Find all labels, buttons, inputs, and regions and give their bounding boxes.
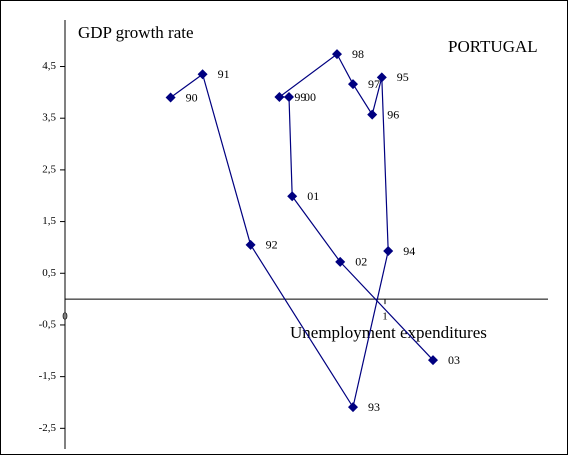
point-label: 93 xyxy=(368,400,380,414)
point-label: 00 xyxy=(304,90,316,104)
data-point xyxy=(383,246,394,257)
data-point xyxy=(335,256,346,267)
y-axis-label: GDP growth rate xyxy=(78,23,194,42)
x-tick-label: 0 xyxy=(62,311,68,323)
y-tick-label: 2,5 xyxy=(42,163,56,175)
data-point xyxy=(274,92,285,103)
y-tick-label: 0,5 xyxy=(42,267,56,279)
y-tick-label: 3,5 xyxy=(42,112,56,124)
point-label: 03 xyxy=(448,353,460,367)
data-point xyxy=(197,69,208,80)
data-point xyxy=(348,402,358,413)
x-tick-label: 1 xyxy=(382,311,388,323)
point-label: 90 xyxy=(186,90,198,104)
y-tick-label: 1,5 xyxy=(42,215,56,227)
y-tick-label: -0,5 xyxy=(39,318,57,330)
data-point xyxy=(428,355,438,366)
point-label: 96 xyxy=(387,107,399,121)
data-point xyxy=(165,92,176,103)
point-label: 02 xyxy=(355,255,367,269)
data-point xyxy=(348,79,358,90)
data-point xyxy=(332,49,342,60)
data-point xyxy=(287,191,298,202)
x-axis-label: Unemployment expenditures xyxy=(290,323,487,342)
data-point xyxy=(245,239,256,250)
y-tick-label: -1,5 xyxy=(39,370,57,382)
point-label: 95 xyxy=(397,70,409,84)
y-tick-label: -2,5 xyxy=(39,422,57,434)
point-label: 98 xyxy=(352,47,364,61)
annotation: PORTUGAL xyxy=(448,37,538,56)
data-point xyxy=(284,92,294,103)
point-label: 99 xyxy=(294,90,306,104)
point-label: 94 xyxy=(403,244,415,258)
point-label: 97 xyxy=(368,77,380,91)
y-tick-label: 4,5 xyxy=(42,60,56,72)
point-label: 01 xyxy=(307,189,319,203)
data-point xyxy=(367,109,378,120)
data-point xyxy=(376,72,387,83)
point-label: 91 xyxy=(218,67,230,81)
point-label: 92 xyxy=(266,238,278,252)
series-line xyxy=(170,53,434,409)
